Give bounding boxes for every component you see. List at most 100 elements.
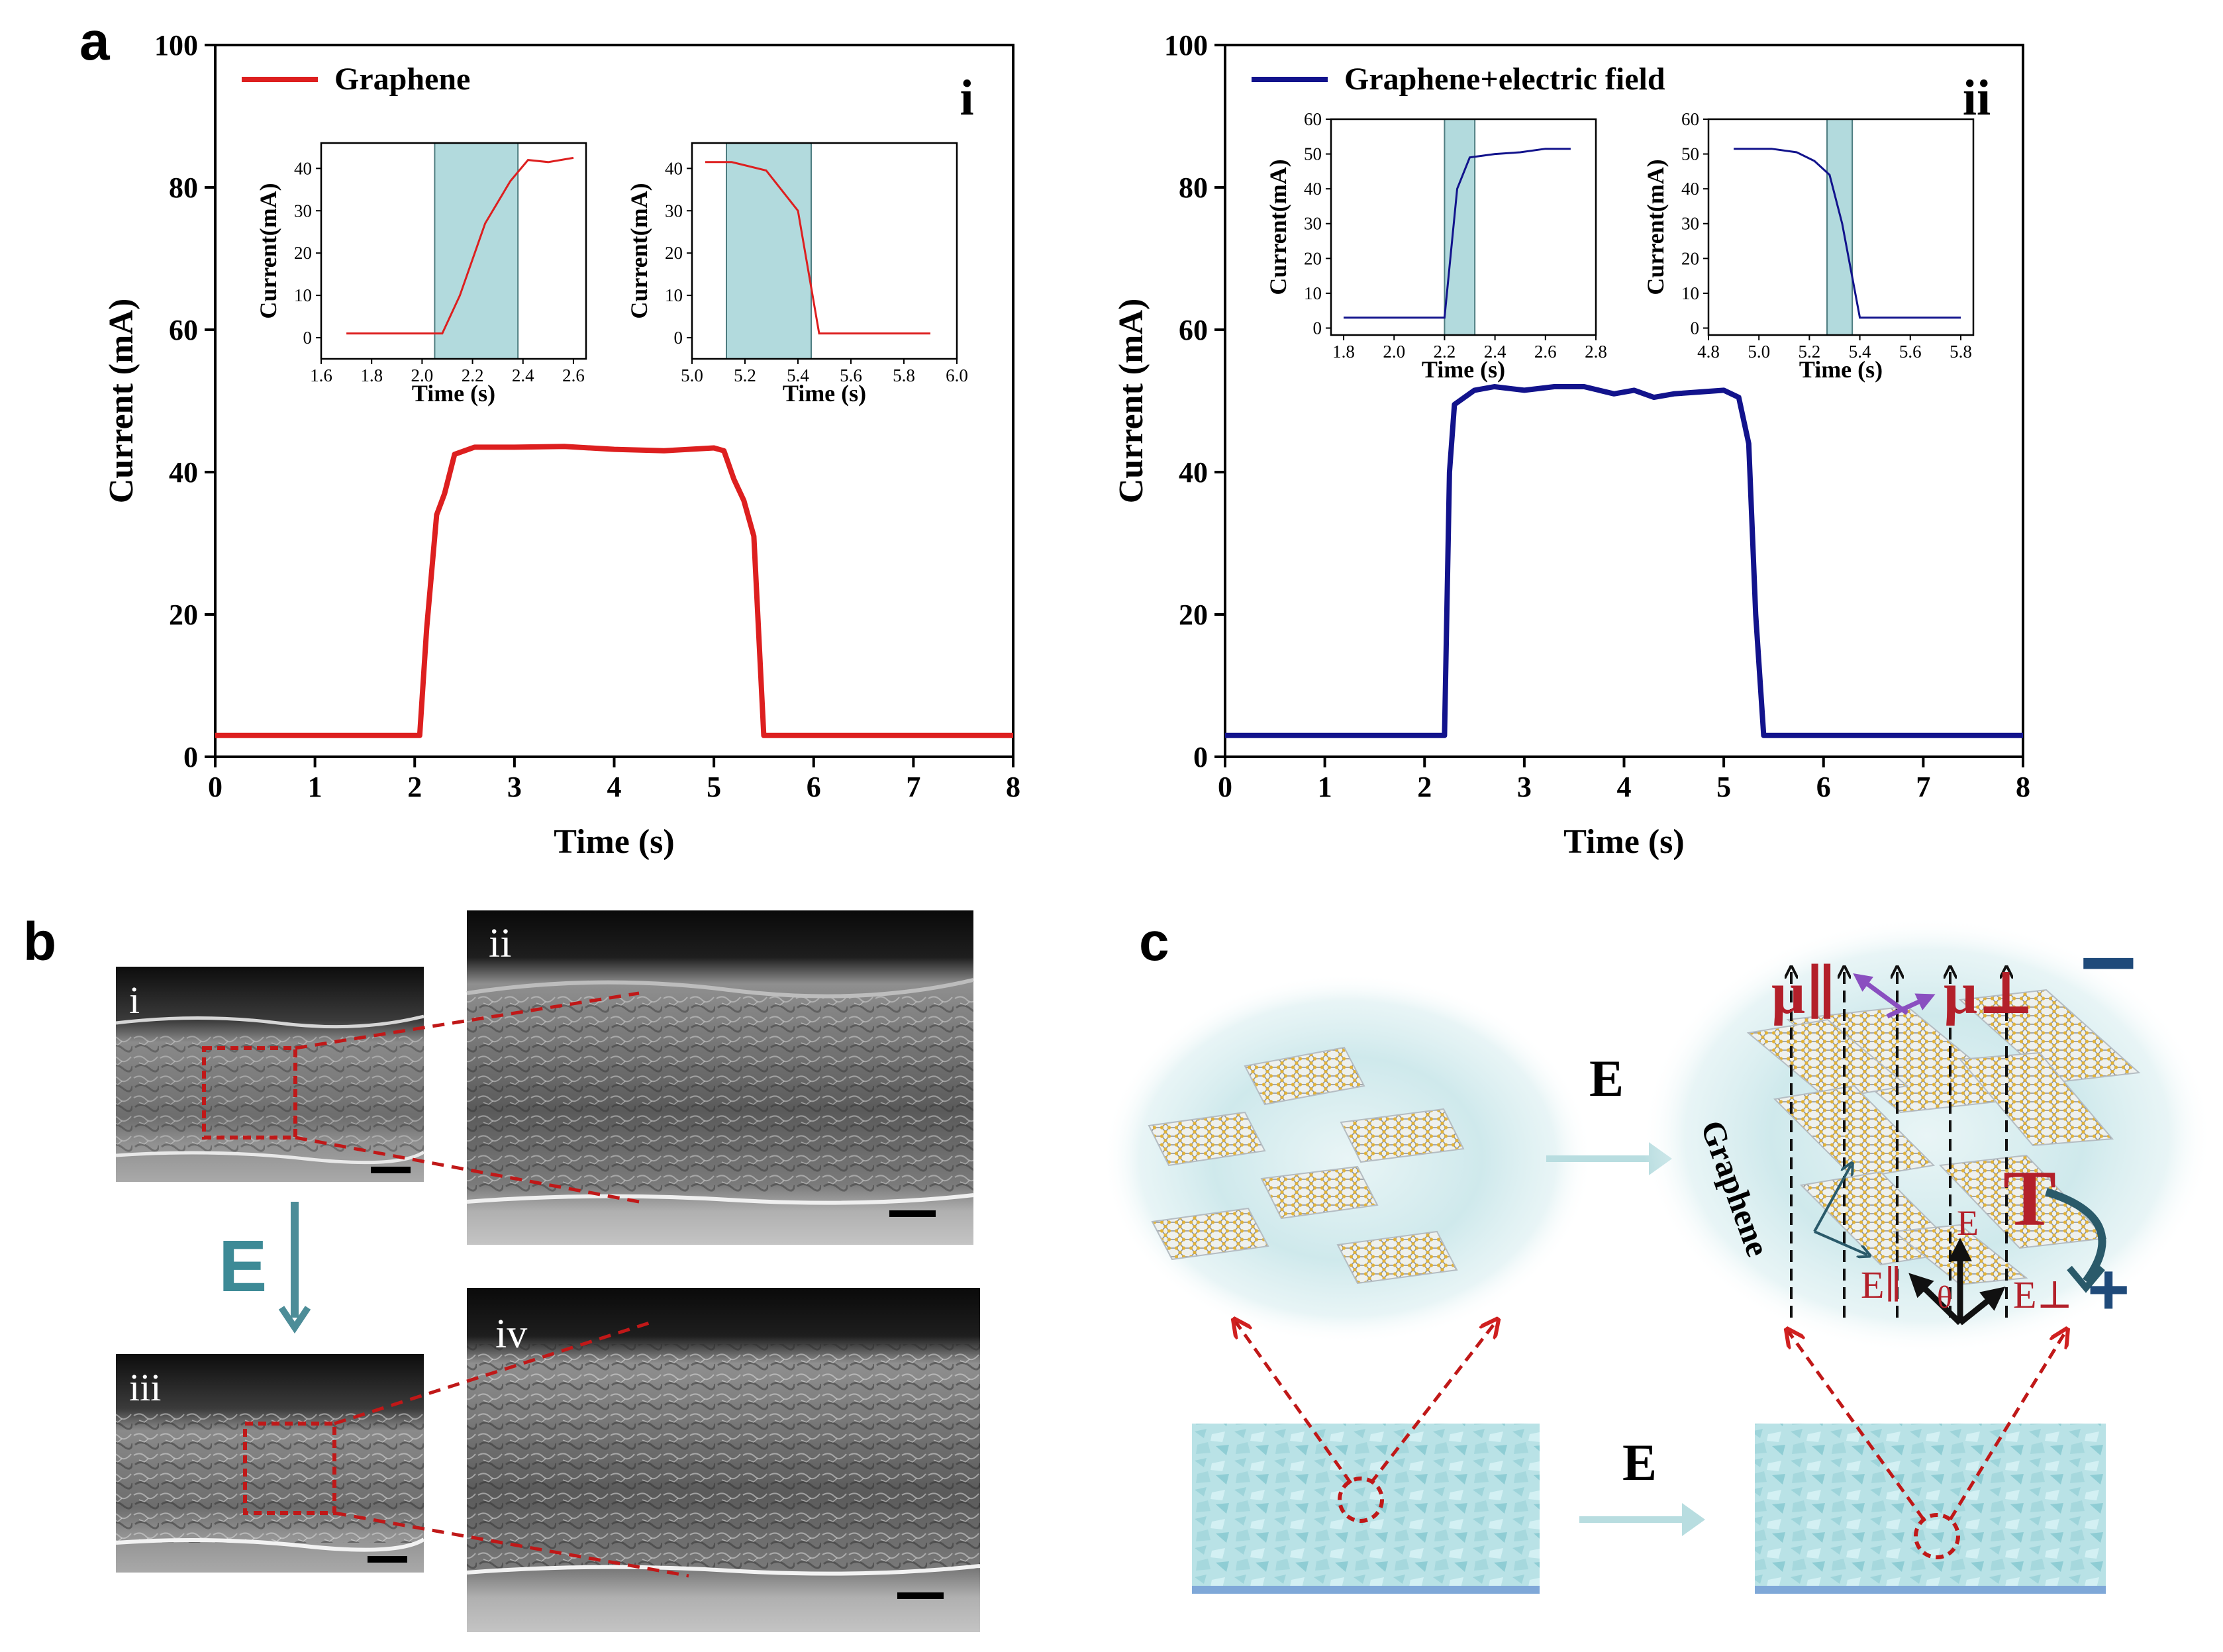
inset-series-line bbox=[1734, 148, 1961, 319]
x-tick-label: 8 bbox=[2016, 771, 2030, 803]
sub-label: ii bbox=[1963, 70, 1991, 126]
sub-label-b-iv: iv bbox=[495, 1312, 527, 1357]
sub-label-b-i: i bbox=[129, 979, 140, 1022]
e-label-top: E bbox=[1589, 1049, 1624, 1107]
x-tick-label: 4 bbox=[1617, 771, 1632, 803]
sub-label-b-ii: ii bbox=[489, 921, 511, 966]
zoom-line bbox=[334, 1319, 656, 1426]
scale-bar bbox=[371, 1167, 411, 1173]
inset-y-tick-label: 10 bbox=[294, 285, 312, 305]
moment-arrows bbox=[1853, 973, 1936, 1019]
inset-x-tick-label: 2.6 bbox=[562, 365, 585, 385]
focus-circle bbox=[1338, 1477, 1384, 1523]
inset-y-tick-label: 30 bbox=[1304, 214, 1322, 234]
focus-circle bbox=[1914, 1513, 1960, 1559]
graphene-flake bbox=[1260, 1165, 1379, 1220]
y-tick-label: 80 bbox=[1179, 171, 1208, 204]
inset-x-tick-label: 2.6 bbox=[1534, 342, 1557, 362]
inset-x-tick-label: 2.2 bbox=[462, 365, 484, 385]
inset-series-line bbox=[1344, 148, 1571, 319]
zoom-box-b-i bbox=[202, 1046, 297, 1140]
graphene-flake bbox=[1148, 1111, 1266, 1167]
inset-y-tick-label: 20 bbox=[1304, 248, 1322, 268]
inset-y-tick-label: 10 bbox=[1681, 283, 1699, 303]
y-tick-label: 60 bbox=[169, 314, 198, 346]
inset-x-tick-label: 2.0 bbox=[1383, 342, 1405, 362]
y-tick-label: 40 bbox=[1179, 456, 1208, 489]
sem-image-b-iii: iii bbox=[115, 1354, 425, 1573]
inset-chart: 4.8 5.0 5.2 5.4 5.6 5.8 0 10 20 30 40 50 60 Time (s) C… bbox=[1642, 109, 1975, 383]
torque-label: T bbox=[2003, 1154, 2056, 1242]
sub-label-b-iii: iii bbox=[129, 1366, 161, 1409]
inset-y-tick-label: 40 bbox=[665, 158, 683, 178]
x-tick-label: 3 bbox=[507, 771, 522, 803]
scale-bar bbox=[368, 1556, 407, 1563]
inset-x-tick-label: 5.4 bbox=[1849, 342, 1871, 362]
inset-y-tick-label: 60 bbox=[1304, 109, 1322, 129]
sem-image-b-i: i bbox=[115, 967, 425, 1182]
sem-image-b-ii: ii bbox=[466, 910, 974, 1245]
theta-label: θ bbox=[1937, 1280, 1952, 1315]
inset-x-axis-label: Time (s) bbox=[412, 380, 495, 407]
graphene-flake bbox=[1340, 1108, 1465, 1163]
inset-x-tick-label: 1.6 bbox=[310, 365, 332, 385]
inset-x-tick-label: 5.2 bbox=[1799, 342, 1821, 362]
inset-frame bbox=[691, 142, 958, 360]
inset-chart: 1.6 1.8 2.0 2.2 2.4 2.6 0 10 20 30 40 Time (s) Curre… bbox=[255, 142, 587, 407]
transition-shade bbox=[1444, 119, 1476, 336]
graphene-random-cloud bbox=[1103, 973, 1593, 1344]
electric-field-arrow-bottom: E bbox=[1579, 1433, 1705, 1536]
electric-field-arrow-top: E bbox=[1546, 1049, 1672, 1175]
inset-y-tick-label: 40 bbox=[294, 158, 312, 178]
x-tick-label: 1 bbox=[308, 771, 322, 803]
inset-y-tick-label: 0 bbox=[674, 328, 683, 348]
inset-x-tick-label: 6.0 bbox=[946, 365, 968, 385]
e-field-label: E bbox=[1957, 1203, 1979, 1243]
torque-arrow bbox=[2045, 1188, 2106, 1284]
x-axis-label: Time (s) bbox=[554, 823, 674, 861]
scale-bar bbox=[889, 1210, 936, 1217]
inset-x-tick-label: 4.8 bbox=[1697, 342, 1720, 362]
scale-bar bbox=[897, 1592, 944, 1599]
inset-y-tick-label: 30 bbox=[294, 201, 312, 220]
graphene-flake bbox=[1958, 1051, 2114, 1147]
y-tick-label: 20 bbox=[1179, 599, 1208, 631]
graphene-flake bbox=[1244, 1046, 1365, 1106]
x-tick-label: 6 bbox=[807, 771, 821, 803]
inset-x-tick-label: 5.6 bbox=[840, 365, 862, 385]
graphene-flake bbox=[1746, 1018, 1909, 1100]
inset-y-tick-label: 20 bbox=[294, 243, 312, 263]
inset-x-tick-label: 5.6 bbox=[1899, 342, 1922, 362]
y-tick-label: 100 bbox=[1164, 29, 1208, 62]
transition-shade bbox=[1826, 119, 1853, 336]
legend-label: Graphene bbox=[334, 62, 470, 97]
inset-y-axis-label: Current(mA) bbox=[1265, 159, 1291, 295]
inset-y-tick-label: 10 bbox=[665, 285, 683, 305]
inset-y-tick-label: 50 bbox=[1681, 144, 1699, 164]
inset-x-tick-label: 5.0 bbox=[681, 365, 703, 385]
y-tick-label: 0 bbox=[183, 741, 198, 773]
inset-x-tick-label: 2.4 bbox=[1484, 342, 1507, 362]
inset-y-tick-label: 40 bbox=[1681, 179, 1699, 199]
zoom-box-b-iii bbox=[243, 1422, 336, 1515]
y-tick-label: 60 bbox=[1179, 314, 1208, 346]
inset-frame bbox=[320, 142, 587, 360]
inset-y-tick-label: 40 bbox=[1304, 179, 1322, 199]
graphene-flake bbox=[1336, 1230, 1458, 1285]
x-tick-label: 8 bbox=[1006, 771, 1020, 803]
inset-series-line bbox=[346, 156, 574, 335]
sem-image-b-iv: iv bbox=[466, 1288, 981, 1632]
inset-y-tick-label: 50 bbox=[1304, 144, 1322, 164]
inset-y-tick-label: 20 bbox=[1681, 248, 1699, 268]
panel-label-c: c bbox=[1139, 912, 1169, 972]
e-vector-arrows bbox=[1908, 1238, 2006, 1326]
inset-y-tick-label: 0 bbox=[303, 328, 313, 348]
inset-x-tick-label: 1.8 bbox=[1332, 342, 1355, 362]
panel-label-b: b bbox=[23, 912, 56, 972]
x-tick-label: 7 bbox=[906, 771, 920, 803]
x-tick-label: 7 bbox=[1916, 771, 1930, 803]
zoom-line bbox=[334, 1511, 689, 1578]
y-tick-label: 40 bbox=[169, 456, 198, 489]
x-tick-label: 5 bbox=[707, 771, 721, 803]
